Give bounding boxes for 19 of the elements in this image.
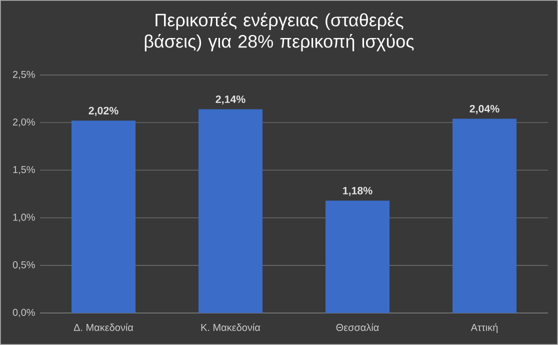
data-label: 2,04% [470,104,500,114]
y-tick-label: 0,5% [12,261,35,270]
x-tick-label: Δ. Μακεδονία [74,323,134,332]
y-tick-label: 2,0% [13,118,35,127]
data-label: 1,18% [343,186,372,196]
bar [72,120,136,313]
bar [198,109,262,313]
x-tick-label: Αττική [470,323,498,333]
y-tick-label: 0,0% [12,308,35,318]
x-tick-label: Θεσσαλία [336,323,379,332]
bar [326,200,390,313]
y-tick-label: 1,5% [13,166,35,174]
data-label: 2,14% [216,95,246,105]
y-tick-label: 1,0% [13,214,35,222]
data-label: 2,02% [88,106,118,116]
y-tick-label: 2,5% [13,70,35,80]
x-tick-label: Κ. Μακεδονία [201,323,260,332]
chart-title: Περικοπές ενέργειας (σταθερές βάσεις) για 28% περικοπή ισχύος [144,12,414,52]
bar [452,118,516,313]
